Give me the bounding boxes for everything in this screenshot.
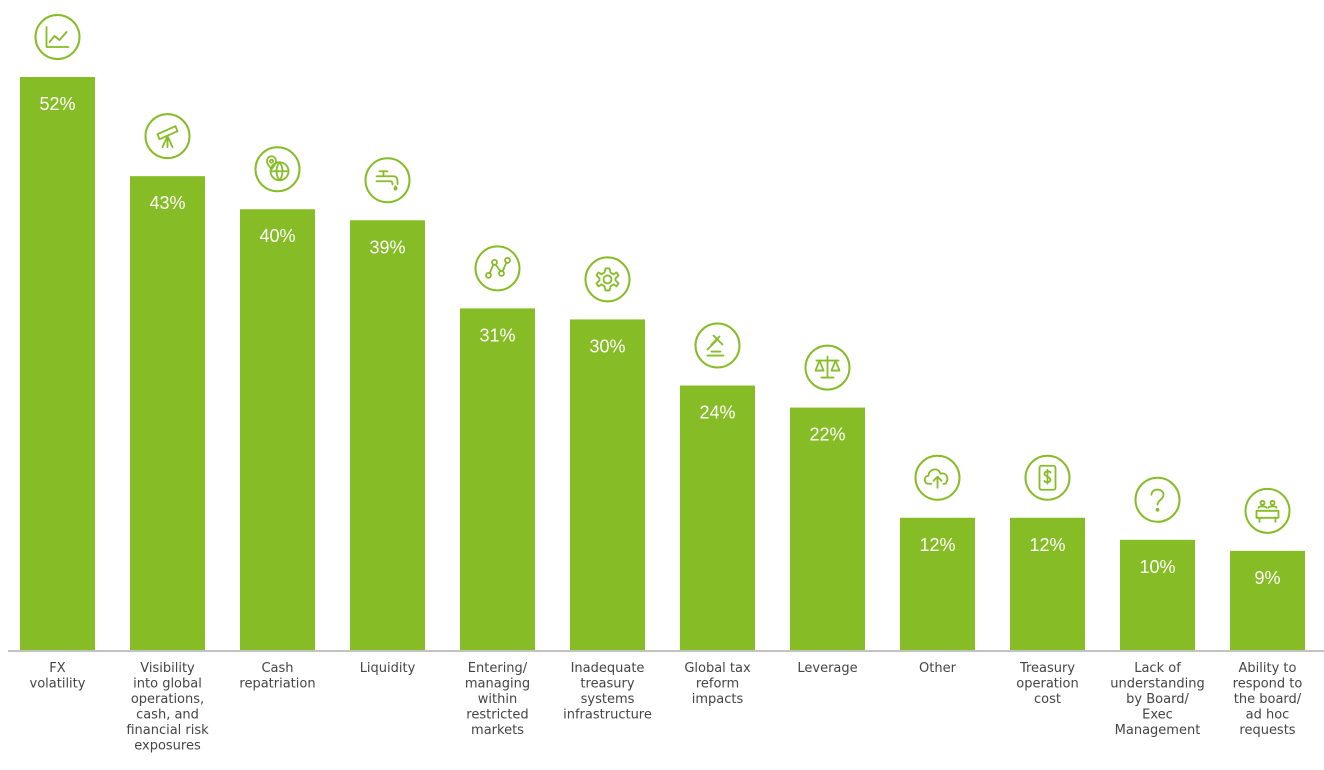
- category-label: Ability to respond to the board/ad hoc requ…: [1233, 661, 1303, 738]
- bar: [1120, 539, 1195, 650]
- bar: [130, 176, 205, 650]
- location-globe-icon: [254, 146, 301, 193]
- bar: [1010, 517, 1085, 650]
- bar: [900, 517, 975, 650]
- bar-value-label: 39%: [369, 237, 405, 257]
- category-label: Liquidity: [360, 661, 416, 676]
- bar-value-label: 12%: [919, 535, 955, 555]
- boardroom-icon: [1244, 487, 1291, 534]
- bar: [790, 407, 865, 650]
- bar-value-label: 24%: [699, 403, 735, 423]
- category-label: Inadequate treasury systems infrastructure: [563, 661, 652, 723]
- balance-scale-icon: [804, 344, 851, 391]
- bar: [350, 220, 425, 650]
- category-label: Cash repatriation: [239, 661, 315, 692]
- gavel-icon: [694, 322, 741, 369]
- bar-value-label: 52%: [39, 94, 75, 114]
- category-label: Global tax reform impacts: [684, 661, 751, 707]
- category-label: Entering/managing within restricted markets: [465, 661, 530, 738]
- bar: [680, 385, 755, 650]
- bar-value-label: 40%: [259, 226, 295, 246]
- bar: [570, 319, 645, 650]
- bar-value-label: 43%: [149, 193, 185, 213]
- gear-icon: [584, 256, 631, 303]
- bar: [460, 308, 535, 650]
- question-icon: [1134, 476, 1181, 523]
- bar: [1230, 550, 1305, 650]
- network-path-icon: [474, 245, 521, 292]
- category-label: FX volatility: [30, 661, 86, 692]
- line-chart-icon: [34, 14, 81, 60]
- telescope-icon: [144, 113, 191, 160]
- bar-value-label: 30%: [589, 336, 625, 356]
- bar: [20, 77, 95, 650]
- category-label: Other: [919, 661, 957, 676]
- bar-value-label: 12%: [1029, 535, 1065, 555]
- dollar-tablet-icon: [1024, 454, 1071, 501]
- bar-value-label: 10%: [1139, 557, 1175, 577]
- bar-value-label: 22%: [809, 425, 845, 445]
- category-label: Treasury operation cost: [1016, 661, 1078, 707]
- category-label: Leverage: [797, 661, 857, 676]
- category-label: Visibility into global operations, cash, an…: [126, 661, 209, 754]
- bar-value-label: 31%: [479, 325, 515, 345]
- faucet-icon: [364, 157, 411, 204]
- cloud-upload-icon: [914, 454, 961, 501]
- bar: [240, 209, 315, 650]
- bar-value-label: 9%: [1254, 568, 1280, 588]
- category-label: Lack of understanding by Board/Exec Managem…: [1110, 661, 1205, 738]
